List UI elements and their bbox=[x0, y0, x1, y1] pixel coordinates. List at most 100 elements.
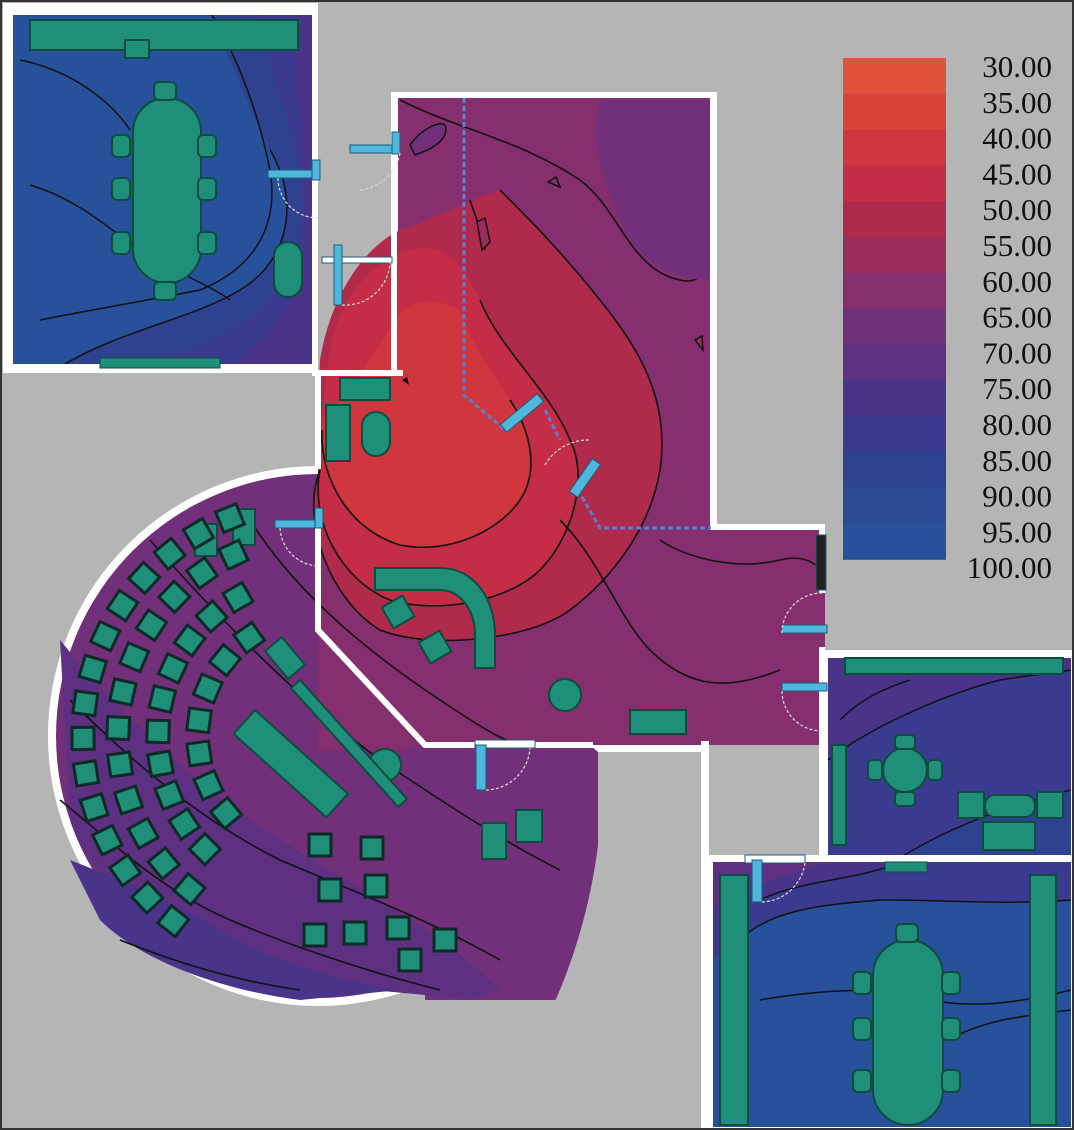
side-table bbox=[273, 241, 303, 298]
seats bbox=[70, 501, 458, 973]
seat bbox=[231, 620, 267, 656]
right-small-room bbox=[822, 650, 1074, 865]
cabinet bbox=[29, 19, 299, 51]
seat bbox=[181, 516, 216, 551]
legend-label: 50.00 bbox=[982, 192, 1052, 227]
seat bbox=[359, 835, 385, 861]
legend-band bbox=[843, 416, 946, 453]
legend-band bbox=[843, 523, 946, 560]
seat bbox=[167, 806, 202, 842]
legend-label: 70.00 bbox=[982, 335, 1052, 370]
seat bbox=[187, 831, 223, 867]
legend-band bbox=[843, 129, 946, 166]
legend-label: 35.00 bbox=[982, 85, 1052, 120]
doors bbox=[267, 131, 828, 903]
legend-band bbox=[843, 380, 946, 417]
seat bbox=[220, 580, 256, 615]
legend-label: 95.00 bbox=[982, 514, 1052, 549]
shelf-left bbox=[719, 874, 749, 1126]
seat bbox=[88, 619, 122, 653]
lecture-table bbox=[232, 708, 350, 819]
legend-band bbox=[843, 237, 946, 274]
legend-color-bar bbox=[843, 58, 946, 560]
seat bbox=[155, 903, 191, 939]
counter bbox=[844, 657, 1064, 675]
seat bbox=[385, 915, 411, 941]
coffee-table bbox=[984, 794, 1036, 818]
seat bbox=[107, 676, 138, 707]
seat bbox=[185, 739, 214, 768]
glass-partitions bbox=[462, 98, 711, 530]
seat bbox=[77, 653, 109, 685]
legend-band bbox=[843, 201, 946, 238]
legend-band bbox=[843, 487, 946, 524]
seat bbox=[307, 832, 333, 858]
legend-label: 40.00 bbox=[982, 121, 1052, 156]
legend-label: 75.00 bbox=[982, 371, 1052, 406]
seat bbox=[171, 871, 208, 907]
chairs bbox=[867, 734, 943, 807]
legend-band bbox=[843, 451, 946, 489]
seat bbox=[342, 920, 368, 946]
seat bbox=[78, 791, 110, 824]
seat bbox=[216, 538, 251, 572]
seat bbox=[156, 651, 190, 685]
seat bbox=[70, 725, 96, 751]
legend-label: 80.00 bbox=[982, 407, 1052, 442]
legend-band bbox=[843, 308, 946, 345]
seat bbox=[432, 927, 458, 953]
conference-table bbox=[132, 97, 202, 284]
seat bbox=[112, 784, 145, 816]
legend-band bbox=[843, 344, 946, 381]
door-swings bbox=[277, 152, 823, 903]
seat bbox=[207, 642, 243, 678]
seat bbox=[317, 877, 343, 903]
legend-label: 100.00 bbox=[967, 550, 1052, 585]
shelf bbox=[831, 744, 847, 846]
seat bbox=[147, 684, 178, 715]
seat bbox=[146, 845, 182, 881]
seat bbox=[126, 816, 161, 851]
legend-label: 85.00 bbox=[982, 443, 1052, 478]
seat bbox=[71, 689, 100, 718]
seat bbox=[213, 501, 247, 535]
bench bbox=[99, 357, 221, 369]
seat bbox=[191, 672, 225, 705]
seat bbox=[145, 749, 175, 779]
seat bbox=[185, 706, 214, 735]
seat bbox=[397, 947, 423, 973]
seat bbox=[363, 873, 389, 899]
seat bbox=[129, 879, 166, 916]
seat bbox=[134, 607, 169, 643]
central-furniture bbox=[194, 377, 687, 860]
seat bbox=[153, 778, 186, 812]
legend-label: 30.00 bbox=[982, 49, 1052, 84]
seat bbox=[152, 536, 188, 572]
seat bbox=[184, 555, 220, 591]
round-table bbox=[882, 747, 928, 793]
bottom-right-meeting-room bbox=[707, 855, 1074, 1130]
chairs bbox=[111, 81, 217, 301]
legend-band bbox=[843, 93, 946, 131]
seat bbox=[193, 598, 230, 635]
legend-label: 65.00 bbox=[982, 300, 1052, 335]
seat bbox=[208, 795, 244, 831]
legend-labels: 30.0035.0040.0045.0050.0055.0060.0065.00… bbox=[967, 49, 1052, 585]
seat bbox=[145, 718, 171, 745]
legend-label: 55.00 bbox=[982, 228, 1052, 263]
chairs bbox=[852, 923, 961, 1093]
seat bbox=[71, 759, 101, 788]
seat bbox=[117, 640, 151, 674]
seat bbox=[105, 588, 140, 623]
legend-band bbox=[843, 272, 946, 310]
sofas bbox=[957, 791, 1064, 851]
seat bbox=[156, 579, 193, 615]
monitor bbox=[124, 39, 150, 59]
seat bbox=[90, 823, 125, 857]
seat bbox=[107, 852, 143, 888]
seat bbox=[191, 768, 226, 802]
legend-label: 90.00 bbox=[982, 479, 1052, 514]
monitor bbox=[884, 861, 928, 873]
